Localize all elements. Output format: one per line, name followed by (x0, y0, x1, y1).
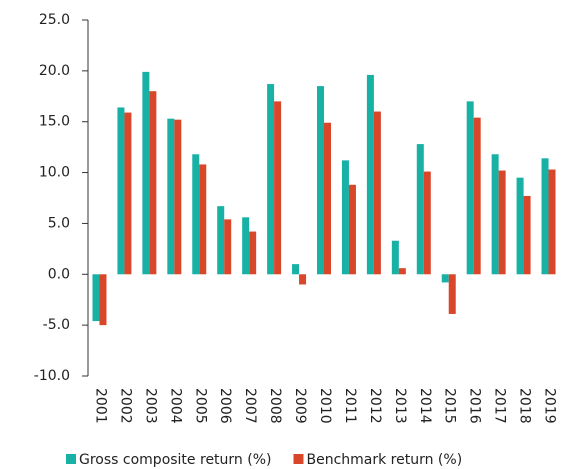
x-tick-label: 2003 (142, 388, 158, 424)
bar (249, 231, 257, 275)
bar (516, 177, 524, 275)
legend-swatch (293, 454, 304, 464)
x-tick-label: 2009 (292, 388, 308, 424)
x-tick-label: 2016 (467, 388, 483, 424)
bar (199, 164, 207, 275)
bar (224, 219, 232, 275)
bar (267, 84, 275, 275)
legend-label: Gross composite return (%) (79, 452, 271, 468)
bar (366, 74, 374, 275)
bar (391, 240, 399, 275)
bar (548, 169, 556, 275)
bar (466, 101, 474, 275)
x-tick-label: 2017 (492, 388, 508, 424)
bar (192, 154, 200, 275)
x-tick-label: 2014 (417, 388, 433, 424)
legend-label: Benchmark return (%) (306, 452, 462, 468)
y-tick-label: -5.0 (43, 317, 70, 333)
x-tick-label: 2018 (517, 388, 533, 424)
bar (348, 184, 356, 275)
x-tick-label: 2005 (192, 388, 208, 424)
bar (523, 195, 531, 275)
x-tick-label: 2002 (117, 388, 133, 424)
bar (341, 160, 349, 275)
x-tick-label: 2010 (317, 388, 333, 424)
bar (174, 119, 182, 275)
bar (124, 112, 132, 275)
bar (274, 101, 282, 275)
bar (217, 206, 225, 275)
bar (99, 274, 107, 326)
bar (541, 158, 549, 275)
y-tick-label: 0.0 (48, 266, 70, 282)
bar (448, 274, 456, 314)
bar (398, 268, 406, 275)
bar (416, 144, 424, 275)
x-tick-label: 2008 (267, 388, 283, 424)
y-tick-label: 10.0 (39, 165, 70, 181)
x-tick-label: 2001 (92, 388, 108, 424)
y-tick-label: 5.0 (48, 215, 70, 231)
bar (491, 154, 499, 275)
x-tick-label: 2019 (542, 388, 558, 424)
x-tick-label: 2007 (242, 388, 258, 424)
legend-swatch (66, 454, 76, 464)
bar (142, 71, 150, 275)
bar (117, 107, 125, 275)
x-tick-label: 2012 (367, 388, 383, 424)
bar (498, 170, 506, 275)
bar (324, 122, 331, 275)
bar (317, 86, 324, 275)
x-tick-label: 2013 (392, 388, 408, 424)
bar (92, 274, 100, 322)
bar (423, 171, 431, 275)
bar (292, 264, 300, 275)
y-tick-label: -10.0 (34, 368, 70, 384)
x-tick-label: 2004 (167, 388, 183, 424)
y-tick-label: 15.0 (39, 114, 70, 130)
bar (167, 118, 175, 275)
y-tick-label: 20.0 (39, 63, 70, 79)
bar (473, 117, 481, 275)
y-tick-label: 25.0 (39, 12, 70, 28)
bar (373, 111, 381, 275)
bar (242, 217, 250, 275)
bar (299, 274, 307, 285)
x-tick-label: 2011 (342, 388, 358, 424)
bar (441, 274, 449, 283)
x-tick-label: 2006 (217, 388, 233, 424)
bar (149, 91, 157, 275)
x-tick-label: 2015 (442, 388, 458, 424)
